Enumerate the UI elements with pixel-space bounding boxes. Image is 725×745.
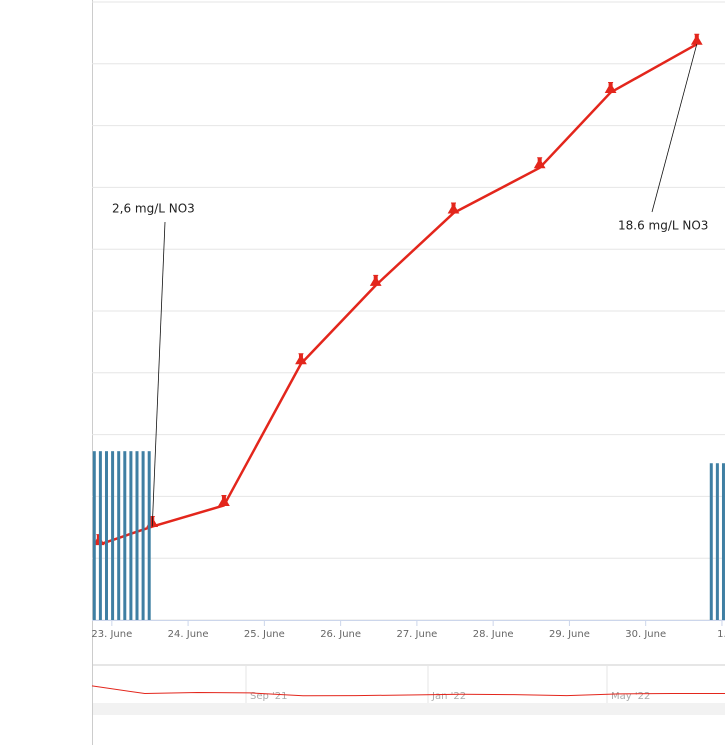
flask-marker <box>604 81 617 93</box>
flask-marker <box>218 494 230 506</box>
annotation-connector <box>151 221 166 527</box>
bar <box>721 463 725 620</box>
bar <box>709 463 713 620</box>
flask-marker <box>690 33 703 45</box>
x-tick-label: 28. June <box>473 629 514 640</box>
navigator-line <box>91 685 725 697</box>
annotation: 18.6 mg/L NO3 <box>618 219 708 233</box>
navigator-label: Jan '22 <box>431 691 466 702</box>
x-tick-label: 27. June <box>396 629 437 640</box>
navigator-label: May '22 <box>611 691 650 702</box>
bar <box>111 451 115 620</box>
bar <box>117 451 121 620</box>
x-tick-label: 25. June <box>244 629 285 640</box>
bar <box>715 463 719 620</box>
navigator-scrollbar <box>92 703 725 715</box>
bar <box>147 451 151 620</box>
bar <box>92 451 96 620</box>
data-line <box>98 43 698 546</box>
flask-marker <box>369 274 382 286</box>
x-tick-label: 29. June <box>549 629 590 640</box>
bar <box>135 451 139 620</box>
x-tick-label: 26. June <box>320 629 361 640</box>
annotation-connector <box>651 44 698 213</box>
x-tick-label: 24. June <box>168 629 209 640</box>
bar <box>104 451 108 620</box>
bar <box>98 451 102 620</box>
navigator-label: Sep '21 <box>250 691 288 702</box>
bar <box>129 451 133 620</box>
flask-marker <box>533 157 546 169</box>
x-tick-label: 30. June <box>625 629 666 640</box>
flask-marker <box>295 353 307 365</box>
x-tick-label: 23. June <box>91 629 132 640</box>
bar <box>123 451 127 620</box>
annotation: 2,6 mg/L NO3 <box>112 202 195 216</box>
flask-marker <box>447 202 460 214</box>
x-tick-label: 1. <box>717 629 725 640</box>
bar <box>141 451 145 620</box>
